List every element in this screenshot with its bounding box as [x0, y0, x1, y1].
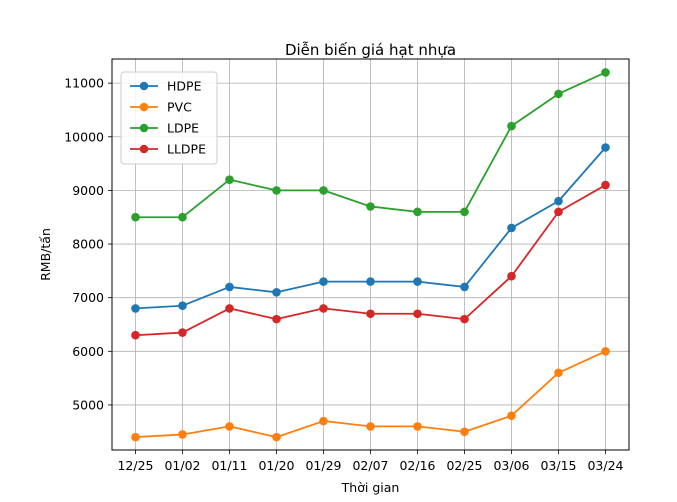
lldpe-point [413, 309, 422, 319]
ldpe-point [178, 212, 187, 222]
legend-label-pvc: PVC [167, 100, 192, 115]
y-tick-label: 8000 [72, 237, 104, 252]
legend-marker-pvc [139, 102, 149, 112]
ldpe-point [272, 186, 281, 195]
hdpe-point [178, 301, 187, 311]
y-tick-label: 11000 [64, 76, 104, 91]
x-tick-label: 03/15 [540, 458, 576, 473]
y-axis-ticks: 5000 6000 7000 8000 9000 10000 11000 [64, 76, 112, 412]
hdpe-point [460, 282, 469, 292]
x-tick-label: 01/02 [164, 458, 200, 473]
ldpe-point [507, 121, 516, 131]
lldpe-point [601, 180, 610, 190]
lldpe-point [272, 314, 281, 324]
ldpe-point [319, 186, 328, 195]
pvc-point [178, 430, 187, 439]
lldpe-point [507, 271, 516, 281]
pvc-point [601, 347, 610, 356]
ldpe-point [554, 89, 563, 99]
ldpe-point [413, 207, 422, 217]
pvc-point [319, 416, 328, 426]
hdpe-point [225, 282, 234, 292]
legend-label-hdpe: HDPE [167, 79, 202, 94]
y-tick-label: 9000 [72, 183, 104, 198]
lldpe-point [319, 304, 328, 313]
x-tick-label: 03/06 [493, 458, 529, 473]
legend-marker-hdpe [139, 81, 149, 91]
y-tick-label: 6000 [72, 344, 104, 359]
lldpe-point [460, 314, 469, 324]
legend: HDPE PVC LDPE LLDPE [120, 71, 218, 165]
x-tick-label: 12/25 [117, 458, 153, 473]
ldpe-point [366, 202, 375, 211]
legend-marker-lldpe [139, 144, 149, 154]
lldpe-point [131, 330, 140, 340]
ldpe-point [131, 212, 140, 222]
x-tick-label: 01/29 [305, 458, 341, 473]
pvc-point [272, 432, 281, 442]
x-axis-ticks: 12/25 01/02 01/11 01/20 01/29 02/07 02/16 02/25… [117, 450, 624, 473]
lldpe-point [554, 207, 563, 217]
series-hdpe [131, 143, 610, 313]
hdpe-point [413, 277, 422, 286]
ldpe-point [225, 175, 234, 184]
legend-box [120, 71, 218, 165]
legend-label-lldpe: LLDPE [167, 142, 206, 157]
pvc-point [413, 422, 422, 431]
hdpe-point [507, 223, 516, 233]
x-tick-label: 02/16 [399, 458, 435, 473]
legend-label-ldpe: LDPE [167, 121, 199, 136]
pvc-point [225, 422, 234, 431]
pvc-point [554, 368, 563, 378]
ldpe-point [601, 68, 610, 77]
y-tick-label: 5000 [72, 397, 104, 412]
pvc-point [131, 432, 140, 442]
x-axis-label: Thời gian [341, 480, 400, 495]
pvc-point [366, 422, 375, 431]
chart-title: Diễn biến giá hạt nhựa [285, 41, 456, 59]
series-layer [131, 68, 610, 442]
hdpe-point [131, 304, 140, 313]
hdpe-point [319, 277, 328, 286]
hdpe-point [601, 143, 610, 152]
x-tick-label: 01/20 [258, 458, 294, 473]
hdpe-point [554, 196, 563, 206]
y-tick-label: 10000 [64, 129, 104, 144]
lldpe-point [366, 309, 375, 319]
pvc-point [460, 427, 469, 437]
legend-marker-ldpe [139, 123, 149, 133]
pvc-point [507, 411, 516, 420]
y-tick-label: 7000 [72, 290, 104, 305]
x-tick-label: 01/11 [211, 458, 247, 473]
lldpe-point [178, 328, 187, 337]
series-lldpe [131, 180, 610, 340]
series-pvc [131, 347, 610, 442]
series-ldpe [131, 68, 610, 222]
lldpe-point [225, 304, 234, 313]
x-tick-label: 03/24 [587, 458, 623, 473]
x-tick-label: 02/25 [446, 458, 482, 473]
ldpe-point [460, 207, 469, 217]
x-tick-label: 02/07 [352, 458, 388, 473]
hdpe-point [366, 277, 375, 286]
hdpe-point [272, 288, 281, 297]
y-axis-label: RMB/tấn [38, 228, 53, 281]
